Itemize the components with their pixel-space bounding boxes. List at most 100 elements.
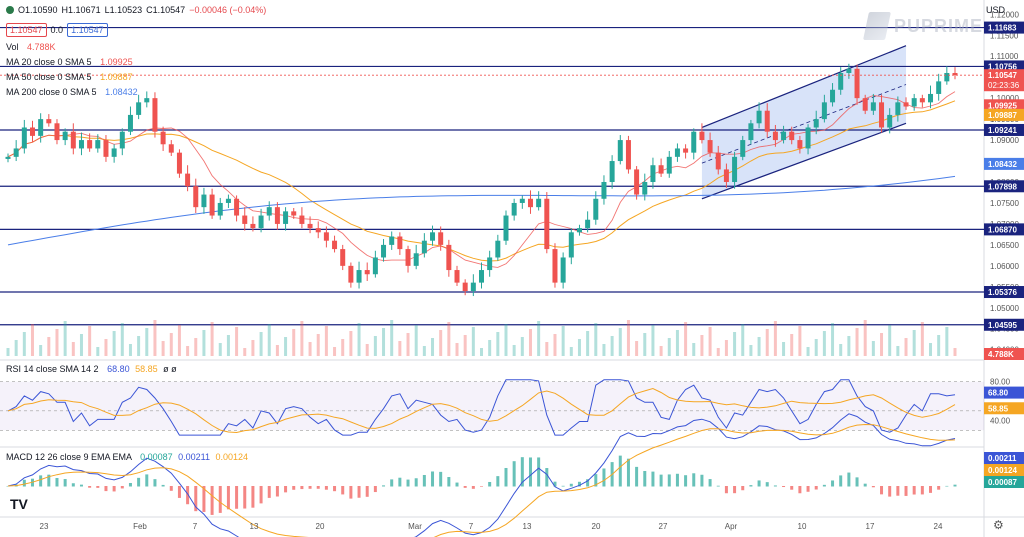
candle-body bbox=[413, 253, 419, 266]
volume-bar bbox=[194, 338, 198, 356]
ma200-line bbox=[7, 175, 956, 246]
volume-bar bbox=[6, 348, 10, 356]
currency-label[interactable]: USD bbox=[986, 5, 1006, 15]
volume-bar bbox=[871, 341, 875, 356]
level-badge bbox=[984, 123, 1024, 136]
tradingview-logo[interactable]: TV bbox=[10, 496, 28, 512]
macd-histogram-bar bbox=[806, 486, 810, 492]
candle-body bbox=[323, 232, 329, 241]
candle-body bbox=[511, 202, 517, 216]
volume-bar bbox=[675, 330, 679, 356]
price-badge-label: 4.788K bbox=[988, 350, 1014, 359]
macd-histogram-bar bbox=[226, 486, 230, 510]
candle-body bbox=[748, 123, 754, 141]
candle-body bbox=[274, 207, 280, 224]
volume-bar bbox=[667, 338, 671, 356]
macd-histogram-bar bbox=[863, 483, 867, 487]
candle-body bbox=[797, 140, 803, 149]
ma200-label: MA 200 close 0 SMA 5 bbox=[6, 87, 97, 97]
candle-body bbox=[62, 131, 68, 141]
candle-body bbox=[887, 114, 893, 128]
candle-body bbox=[634, 169, 640, 195]
candle-body bbox=[911, 98, 917, 107]
settings-gear-icon[interactable]: ⚙ bbox=[993, 518, 1004, 532]
volume-bar bbox=[447, 322, 451, 356]
macd-histogram-bar bbox=[528, 457, 532, 487]
volume-bar bbox=[545, 342, 549, 356]
volume-bar bbox=[953, 348, 957, 356]
time-tick-label: 17 bbox=[866, 522, 875, 531]
candle-body bbox=[854, 68, 860, 99]
macd-histogram-bar bbox=[618, 455, 622, 487]
candle-body bbox=[568, 232, 574, 258]
macd-histogram-bar bbox=[488, 481, 492, 487]
vol-legend[interactable]: Vol 4.788K bbox=[6, 42, 56, 52]
candle-body bbox=[111, 148, 117, 157]
rsi-tick-label: 80.00 bbox=[990, 378, 1011, 387]
candle-body bbox=[176, 152, 182, 174]
macd-histogram-bar bbox=[308, 486, 312, 489]
macd-histogram-bar bbox=[39, 475, 43, 487]
volume-bar bbox=[839, 344, 843, 356]
macd-histogram-bar bbox=[920, 486, 924, 495]
candle-body bbox=[372, 257, 378, 275]
macd-histogram-bar bbox=[553, 481, 557, 487]
macd-histogram-bar bbox=[292, 486, 296, 490]
buy-button[interactable]: 1.10547 bbox=[67, 23, 108, 37]
volume-bar bbox=[137, 336, 141, 356]
rsi-legend[interactable]: RSI 14 close SMA 14 2 68.80 58.85 ø ø bbox=[6, 364, 177, 374]
candle-body bbox=[527, 198, 533, 208]
macd-histogram-bar bbox=[822, 484, 826, 487]
volume-bar bbox=[610, 336, 614, 356]
macd-histogram-bar bbox=[937, 486, 941, 490]
volume-bar bbox=[569, 347, 573, 356]
ma50-legend[interactable]: MA 50 close 0 SMA 5 1.09887 bbox=[6, 72, 133, 82]
macd-legend[interactable]: MACD 12 26 close 9 EMA EMA 0.00087 0.002… bbox=[6, 452, 248, 462]
rsi-badge bbox=[984, 402, 1024, 415]
candle-body bbox=[258, 215, 264, 229]
candle-body bbox=[740, 140, 746, 157]
time-tick-label: Mar bbox=[408, 522, 422, 531]
macd-histogram-bar bbox=[839, 475, 843, 487]
volume-bar bbox=[14, 340, 18, 356]
macd-histogram-bar bbox=[626, 458, 630, 487]
rsi-badge bbox=[984, 386, 1024, 399]
macd-histogram-bar bbox=[137, 477, 141, 487]
ma200-legend[interactable]: MA 200 close 0 SMA 5 1.08432 bbox=[6, 87, 138, 97]
candle-body bbox=[764, 110, 770, 132]
time-tick-label: 13 bbox=[523, 522, 532, 531]
candle-body bbox=[650, 165, 656, 182]
ma20-value: 1.09925 bbox=[100, 57, 133, 67]
rsi-value: 68.80 bbox=[107, 364, 130, 374]
price-badge-label: 1.08432 bbox=[988, 160, 1017, 169]
price-badge bbox=[984, 157, 1024, 170]
macd-histogram-bar bbox=[724, 486, 728, 494]
candle-body bbox=[103, 140, 109, 157]
candle-body bbox=[625, 140, 631, 170]
candle-body bbox=[928, 93, 934, 103]
volume-bar bbox=[602, 344, 606, 356]
level-badge-label: 1.10756 bbox=[988, 62, 1017, 71]
candle-body bbox=[544, 198, 550, 250]
symbol-status-icon bbox=[6, 6, 14, 14]
macd-histogram-bar bbox=[333, 486, 337, 492]
volume-bar bbox=[798, 326, 802, 356]
countdown-label: 02:23:36 bbox=[988, 81, 1020, 90]
macd-histogram-bar bbox=[586, 479, 590, 487]
macd-histogram-bar bbox=[112, 486, 116, 492]
macd-histogram-bar bbox=[708, 479, 712, 487]
volume-bar bbox=[765, 329, 769, 356]
macd-histogram-bar bbox=[847, 472, 851, 487]
volume-bar bbox=[945, 327, 949, 356]
volume-bar bbox=[880, 333, 884, 356]
ma20-legend[interactable]: MA 20 close 0 SMA 5 1.09925 bbox=[6, 57, 133, 67]
candle-body bbox=[601, 182, 607, 199]
candle-body bbox=[307, 223, 313, 229]
open-value: O1.10590 bbox=[18, 5, 58, 15]
ma50-value: 1.09887 bbox=[100, 72, 133, 82]
volume-bar bbox=[455, 343, 459, 356]
sell-button[interactable]: 1.10547 bbox=[6, 23, 47, 37]
level-badge-label: 1.04595 bbox=[988, 321, 1017, 330]
macd-histogram-bar bbox=[235, 486, 239, 509]
